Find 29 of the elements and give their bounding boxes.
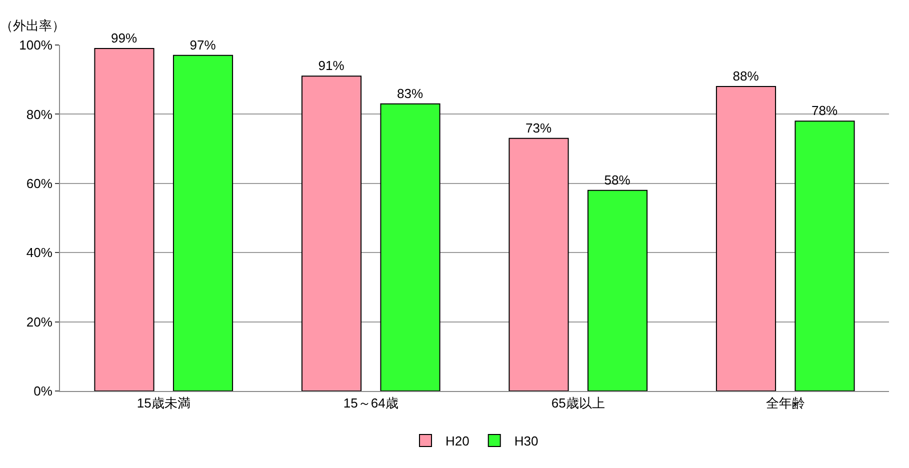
bar	[587, 190, 648, 391]
y-tick-label: 0%	[34, 384, 53, 399]
y-axis-title: （外出率）	[0, 18, 65, 33]
bar	[508, 138, 569, 391]
data-label: 91%	[318, 58, 345, 74]
data-label: 99%	[111, 30, 138, 46]
bar	[172, 54, 234, 391]
data-label: 97%	[190, 37, 216, 52]
y-tick-label: 60%	[26, 176, 53, 191]
bar	[794, 120, 855, 391]
bar	[380, 103, 440, 391]
data-label: 78%	[812, 103, 838, 118]
y-tick-label: 80%	[26, 106, 53, 122]
y-tick-label: 100%	[19, 38, 53, 53]
y-tick-label: 40%	[26, 245, 53, 260]
bar	[94, 48, 154, 391]
y-tick-label: 20%	[26, 314, 53, 330]
legend-label: H30	[514, 434, 538, 449]
data-label: 58%	[604, 172, 631, 188]
data-label: 83%	[397, 86, 424, 101]
x-tick-label: 65歳以上	[551, 396, 605, 411]
x-tick-label: 15～64歳	[343, 396, 398, 411]
bar	[301, 76, 362, 391]
data-label: 73%	[526, 120, 552, 136]
legend-label: H20	[446, 434, 470, 449]
data-label: 88%	[732, 68, 760, 84]
bar	[716, 86, 776, 391]
x-tick-label: 15歳未満	[136, 396, 190, 411]
x-tick-label: 全年齢	[766, 396, 805, 411]
